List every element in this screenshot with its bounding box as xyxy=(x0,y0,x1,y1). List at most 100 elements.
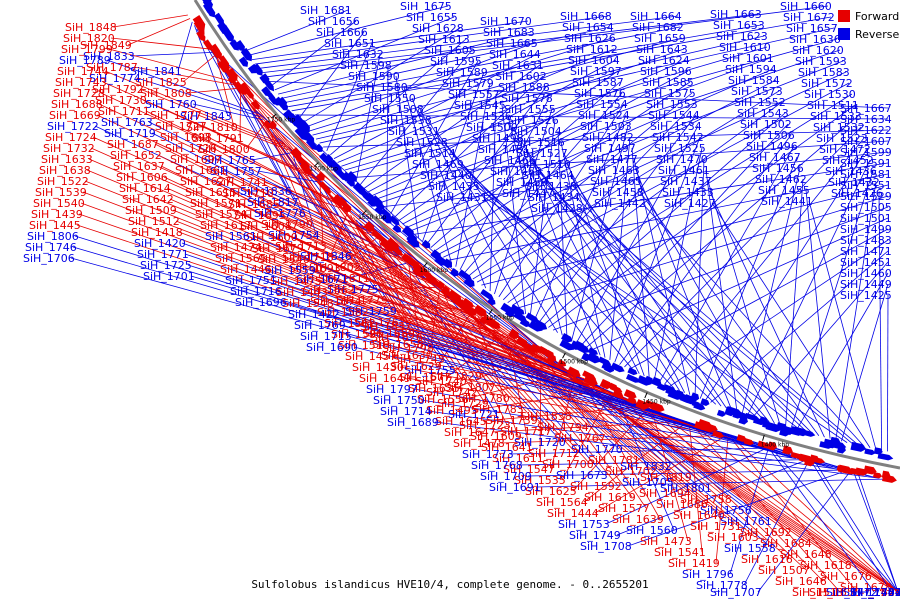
gene-label[interactable]: SiH_1619 xyxy=(584,491,636,504)
gene-label[interactable]: SiH_1562 xyxy=(324,317,376,330)
gene-label[interactable]: SiH_1550 xyxy=(364,92,416,105)
gene-label[interactable]: SiH_1659 xyxy=(634,32,686,45)
gene-label[interactable]: SiH_1688 xyxy=(51,98,103,111)
gene-label[interactable]: SiH_1543 xyxy=(737,107,789,120)
gene-label[interactable]: SiH_1741 xyxy=(216,176,268,189)
gene-label[interactable]: SiH_1720 xyxy=(514,436,566,449)
gene-label[interactable]: SiH_1636 xyxy=(789,33,841,46)
gene-label[interactable]: SiH_1526 xyxy=(507,114,559,127)
gene-label[interactable]: SiH_1565 xyxy=(215,252,267,265)
gene-label[interactable]: SiH_1691 xyxy=(489,481,541,494)
gene-label[interactable]: SiH_1616 xyxy=(741,553,793,566)
gene-label[interactable]: SiH_1740 xyxy=(415,375,467,388)
gene-label[interactable]: SiH_1451 xyxy=(840,256,892,269)
gene-label[interactable]: SiH_1701 xyxy=(143,270,195,283)
gene-label[interactable]: SiH_1731 xyxy=(690,520,742,533)
gene-label[interactable]: SiH_1663 xyxy=(710,8,762,21)
gene-label[interactable]: SiH_1651 xyxy=(324,37,376,50)
gene-label[interactable]: SiH_1538 xyxy=(380,114,432,127)
gene-label[interactable]: SiH_1474 xyxy=(210,241,262,254)
gene-label[interactable]: SiH_1695 xyxy=(234,209,286,222)
gene-label[interactable]: SiH_1433 xyxy=(662,186,714,199)
gene-label[interactable]: SiH_1481 xyxy=(478,143,530,156)
gene-label[interactable]: SiH_1780 xyxy=(458,392,510,405)
gene-label[interactable]: SiH_1620 xyxy=(792,44,844,57)
gene-label[interactable]: SiH_1586 xyxy=(331,328,383,341)
gene-label[interactable]: SiH_1715 xyxy=(300,330,352,343)
gene-label[interactable]: SiH_1837 xyxy=(360,320,412,333)
gene-label[interactable]: SiH_1655 xyxy=(406,11,458,24)
gene-label[interactable]: SiH_1523 xyxy=(816,132,868,145)
gene-label[interactable]: SiH_1579 xyxy=(442,77,494,90)
gene-label[interactable]: SiH_1588 xyxy=(498,81,550,94)
gene-label[interactable]: SiH_1750 xyxy=(373,394,425,407)
gene-label[interactable]: SiH_1509 xyxy=(125,204,177,217)
gene-label[interactable]: SiH_1497 xyxy=(584,142,636,155)
gene-label[interactable]: SiH_1638 xyxy=(39,164,91,177)
gene-label[interactable]: SiH_1820 xyxy=(63,32,115,45)
gene-label[interactable]: SiH_1501 xyxy=(840,212,892,225)
gene-label[interactable]: SiH_1510 xyxy=(519,158,571,171)
gene-label[interactable]: SiH_1791 xyxy=(192,132,244,145)
gene-label[interactable]: SiH_1553 xyxy=(646,98,698,111)
gene-label[interactable]: SiH_1808 xyxy=(140,87,192,100)
gene-label[interactable]: SiH_1757 xyxy=(210,165,262,178)
gene-label[interactable]: SiH_1838 xyxy=(520,410,572,423)
gene-label[interactable]: SiH_1729 xyxy=(437,397,489,410)
gene-label[interactable]: SiH_1428 xyxy=(531,202,583,215)
gene-label[interactable]: SiH_1749 xyxy=(569,529,621,542)
gene-label[interactable]: SiH_1547 xyxy=(503,463,555,476)
gene-label[interactable]: SiH_1640 xyxy=(673,509,725,522)
gene-label[interactable]: SiH_1697 xyxy=(170,153,222,166)
gene-label[interactable]: SiH_1556 xyxy=(417,393,469,406)
gene-label[interactable]: SiH_1646 xyxy=(775,575,827,588)
gene-label[interactable]: SiH_1589 xyxy=(436,66,488,79)
gene-label[interactable]: SiH_1502 xyxy=(740,118,792,131)
gene-label[interactable]: SiH_1443 xyxy=(276,286,328,299)
gene-label[interactable]: SiH_1605 xyxy=(424,44,476,57)
gene-label[interactable]: SiH_1559 xyxy=(264,264,316,277)
gene-label[interactable]: SiH_1716 xyxy=(230,285,282,298)
gene-label[interactable]: SiH_1630 xyxy=(381,349,433,362)
gene-label[interactable]: SiH_1760 xyxy=(145,98,197,111)
gene-label[interactable]: SiH_1473 xyxy=(640,535,692,548)
gene-label[interactable]: SiH_1754 xyxy=(268,229,320,242)
gene-label[interactable]: SiH_1606 xyxy=(116,171,168,184)
gene-label[interactable]: SiH_1529 xyxy=(840,190,892,203)
gene-label[interactable]: SiH_1787 xyxy=(86,61,138,74)
gene-label[interactable]: SiH_1571 xyxy=(190,197,242,210)
gene-label[interactable]: SiH_1551 xyxy=(840,179,892,192)
gene-label[interactable]: SiH_1819 xyxy=(640,471,692,484)
gene-label[interactable]: SiH_1771 xyxy=(137,248,189,261)
gene-label[interactable]: SiH_1679 xyxy=(252,242,304,255)
gene-label[interactable]: SiH_1768 xyxy=(471,459,523,472)
gene-label[interactable]: SiH_1615 xyxy=(185,186,237,199)
gene-label[interactable]: SiH_1732 xyxy=(43,142,95,155)
gene-label[interactable]: SiH_1807 xyxy=(444,381,496,394)
gene-label[interactable]: SiH_1825 xyxy=(135,76,187,89)
gene-label[interactable]: SiH_1541 xyxy=(654,546,706,559)
gene-label[interactable]: SiH_1466 xyxy=(484,154,536,167)
gene-label[interactable]: SiH_1722 xyxy=(47,120,99,133)
gene-label[interactable]: SiH_1498 xyxy=(472,132,524,145)
gene-label[interactable]: SiH_1642 xyxy=(122,193,174,206)
gene-label[interactable]: SiH_1594 xyxy=(725,63,777,76)
gene-label[interactable]: SiH_1806 xyxy=(27,230,79,243)
gene-label[interactable]: SiH_1420 xyxy=(134,237,186,250)
gene-label[interactable]: SiH_1564 xyxy=(536,496,588,509)
gene-label[interactable]: SiH_1425 xyxy=(840,289,892,302)
gene-label[interactable]: SiH_1680 xyxy=(363,327,415,340)
gene-label[interactable]: SiH_1694 xyxy=(639,487,691,500)
gene-label[interactable]: SiH_1762 xyxy=(354,316,406,329)
gene-label[interactable]: SiH_1704 xyxy=(850,586,900,599)
gene-label[interactable]: SiH_1505 xyxy=(840,201,892,214)
gene-label[interactable]: SiH_1597 xyxy=(570,65,622,78)
gene-label[interactable]: SiH_1572 xyxy=(801,77,853,90)
gene-label[interactable]: SiH_1422 xyxy=(288,308,340,321)
gene-label[interactable]: SiH_1802 xyxy=(309,261,361,274)
gene-label[interactable]: SiH_1601 xyxy=(722,52,774,65)
gene-label[interactable]: SiH_1641 xyxy=(481,441,533,454)
gene-label[interactable]: SiH_1437 xyxy=(660,175,712,188)
gene-label[interactable]: SiH_1761 xyxy=(720,515,772,528)
gene-label[interactable]: SiH_1460 xyxy=(840,267,892,280)
